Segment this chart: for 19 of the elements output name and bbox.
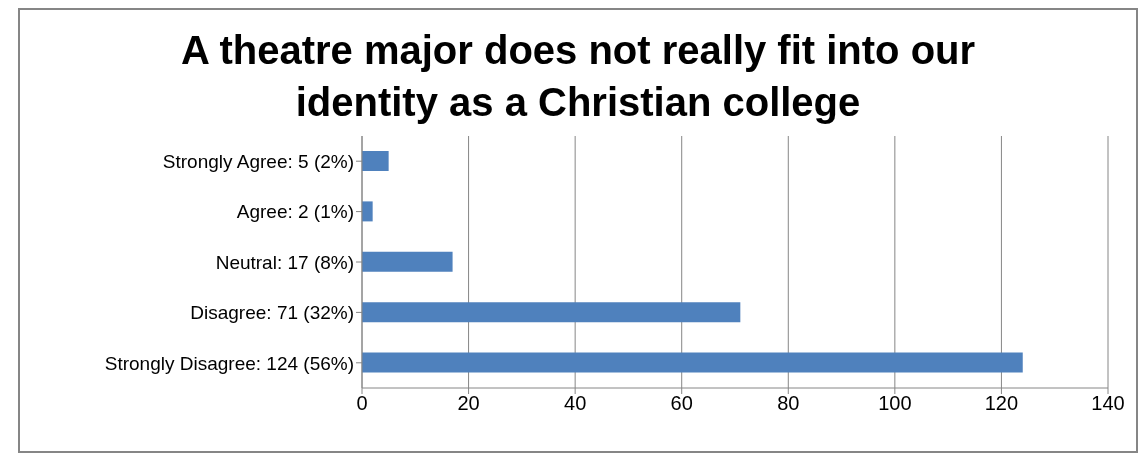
x-tick-label: 20 [457, 392, 480, 415]
bar [362, 302, 741, 323]
x-tick-label: 120 [984, 392, 1019, 415]
x-tick-label: 140 [1091, 392, 1125, 415]
x-tick-label: 80 [777, 392, 800, 415]
bar [362, 251, 453, 272]
y-tick-label: Disagree: 71 (32%) [190, 302, 354, 324]
y-tick-label: Agree: 2 (1%) [236, 201, 354, 223]
bar [362, 352, 1023, 373]
x-tick-label: 60 [670, 392, 693, 415]
y-tick-label: Strongly Agree: 5 (2%) [162, 150, 354, 172]
x-tick-label: 100 [878, 392, 912, 415]
bar [362, 151, 389, 171]
x-tick-label: 0 [356, 392, 368, 415]
bar [362, 201, 373, 222]
y-tick-label: Neutral: 17 (8%) [215, 251, 354, 273]
y-tick-label: Strongly Disagree: 124 (56%) [104, 352, 354, 374]
x-tick-label: 40 [564, 392, 587, 415]
chart-title: A theatre major does not really fit into our identity as a Christian college [179, 27, 977, 126]
